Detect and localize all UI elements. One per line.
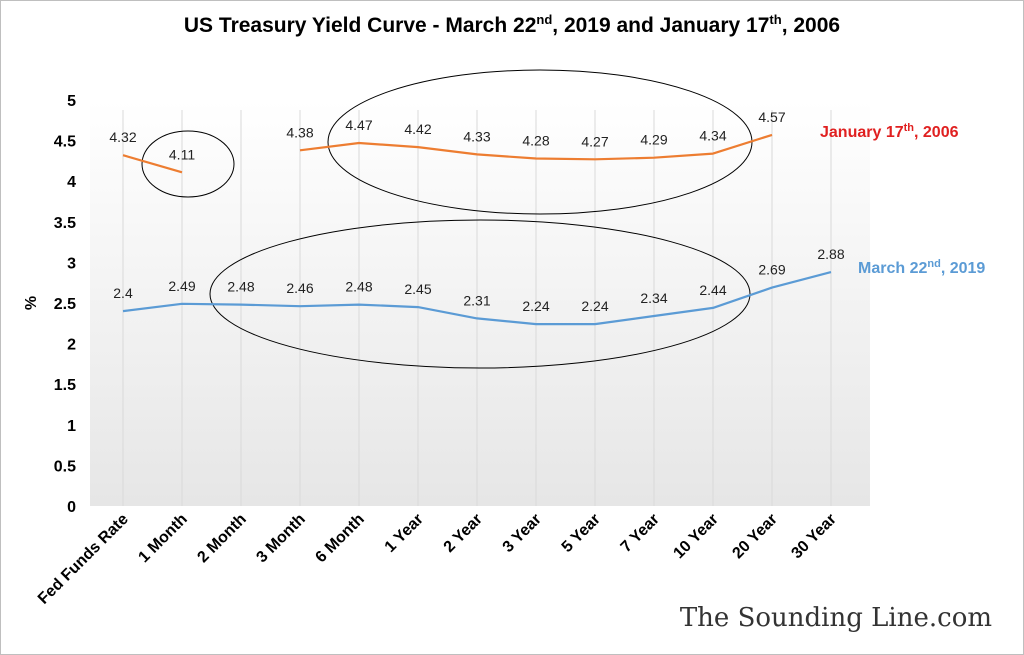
data-label: 2.24 (581, 298, 608, 314)
data-label: 4.28 (522, 132, 549, 148)
series-line (122, 271, 832, 326)
data-label: 4.42 (404, 121, 431, 137)
data-label: 4.34 (699, 128, 726, 144)
data-label: 2.24 (522, 298, 549, 314)
x-tick-label: 3 Month (253, 511, 308, 566)
y-tick-label: 1 (67, 418, 76, 435)
x-tick-label: 2 Month (194, 511, 249, 566)
data-label: 2.48 (227, 279, 254, 295)
y-tick-label: 0 (67, 499, 76, 516)
x-tick-label: 2 Year (441, 511, 486, 556)
y-tick-label: 4 (67, 174, 76, 191)
data-label: 2.44 (699, 282, 726, 298)
y-tick-label: 2.5 (54, 296, 76, 313)
data-label: 2.31 (463, 292, 490, 308)
data-label: 4.29 (640, 132, 667, 148)
y-tick-label: 1.5 (54, 377, 76, 394)
series-line (122, 133, 773, 174)
data-label: 2.69 (758, 262, 785, 278)
data-label: 4.27 (581, 133, 608, 149)
data-label: 2.45 (404, 281, 431, 297)
data-label: 2.49 (168, 278, 195, 294)
data-label: 2.46 (286, 280, 313, 296)
data-label: 4.11 (169, 146, 195, 162)
x-tick-label: 7 Year (618, 511, 663, 556)
series-lines (122, 133, 832, 326)
y-axis-label: % (23, 296, 40, 310)
x-axis-ticks: Fed Funds Rate 1 Month 2 Month 3 Month 6 Mon… (35, 511, 840, 608)
x-tick-label: 6 Month (312, 511, 367, 566)
data-label: 2.4 (113, 285, 133, 301)
y-tick-label: 4.5 (54, 134, 76, 151)
data-label: 2.34 (640, 290, 667, 306)
y-tick-label: 3 (67, 255, 76, 272)
y-tick-label: 2 (67, 337, 76, 354)
data-label: 4.57 (758, 109, 785, 125)
x-tick-label: 1 Year (382, 511, 427, 556)
watermark: The Sounding Line.com (679, 603, 992, 633)
x-tick-label: Fed Funds Rate (35, 511, 132, 608)
y-tick-label: 5 (67, 93, 76, 110)
data-label: 4.32 (109, 129, 136, 145)
series-label: January 17th, 2006 (820, 122, 959, 141)
x-tick-label: 30 Year (788, 511, 839, 562)
data-label: 4.47 (345, 117, 372, 133)
x-tick-label: 1 Month (135, 511, 190, 566)
x-tick-label: 5 Year (559, 511, 604, 556)
series-labels: January 17th, 2006 March 22nd, 2019 (820, 122, 985, 277)
x-tick-label: 3 Year (500, 511, 545, 556)
y-tick-label: 3.5 (54, 215, 76, 232)
y-tick-label: 0.5 (54, 458, 76, 475)
y-axis-ticks: 0 0.5 1 1.5 2 2.5 3 3.5 4 4.5 5 (54, 93, 76, 516)
data-label: 2.48 (345, 279, 372, 295)
x-tick-label: 20 Year (729, 511, 780, 562)
series-label: March 22nd, 2019 (858, 258, 985, 277)
data-label: 2.88 (817, 246, 844, 262)
x-tick-label: 10 Year (670, 511, 721, 562)
annotation-ellipse (141, 130, 235, 198)
chart-title: US Treasury Yield Curve - March 22nd, 20… (183, 12, 841, 37)
plot-area (90, 100, 870, 506)
data-label: 4.33 (463, 128, 490, 144)
data-label: 4.38 (286, 124, 313, 140)
data-labels: 4.32 4.11 4.38 4.47 4.42 4.33 4.28 4.27 4.29 4.34… (109, 109, 844, 314)
annotation-ellipse (209, 219, 751, 369)
